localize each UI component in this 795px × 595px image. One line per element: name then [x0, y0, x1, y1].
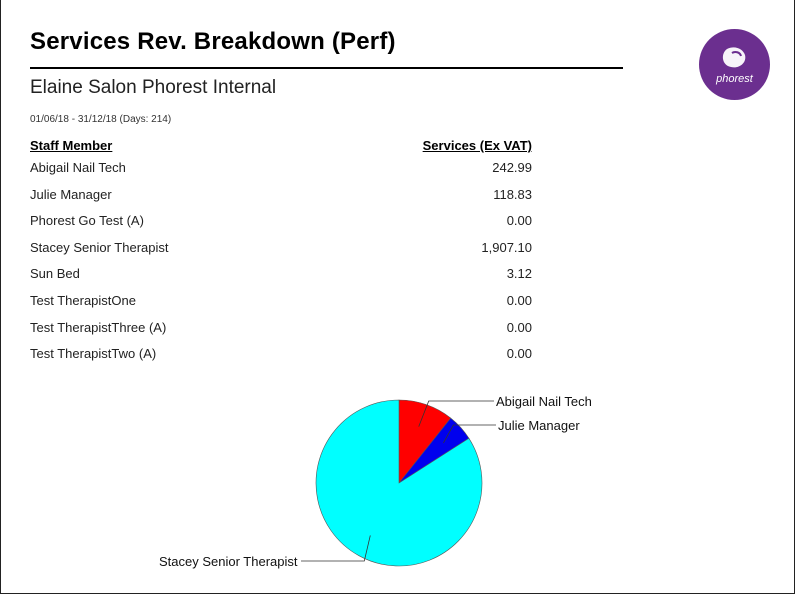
services-value-cell: 0.00	[506, 319, 532, 335]
table-row: Stacey Senior Therapist 1,907.10	[30, 240, 532, 267]
services-value-cell: 0.00	[506, 292, 532, 308]
staff-name-cell: Test TherapistTwo (A)	[30, 346, 157, 362]
services-value-cell: 0.00	[506, 213, 532, 229]
table-row: Test TherapistTwo (A) 0.00	[30, 346, 532, 373]
table-row: Julie Manager 118.83	[30, 187, 532, 214]
table-row: Test TherapistOne 0.00	[30, 293, 532, 320]
table-row: Test TherapistThree (A) 0.00	[30, 320, 532, 347]
header-staff-member: Staff Member	[30, 138, 113, 153]
services-value-cell: 242.99	[492, 160, 532, 175]
table-row: Sun Bed 3.12	[30, 266, 532, 293]
leader-line	[418, 400, 494, 427]
pie-slice	[315, 399, 483, 567]
services-value-cell: 118.83	[493, 186, 532, 202]
staff-name-cell: Test TherapistThree (A)	[30, 319, 167, 335]
leader-line	[443, 424, 496, 444]
report-title: Services Rev. Breakdown (Perf)	[30, 28, 396, 55]
staff-name-cell: Abigail Nail Tech	[30, 160, 126, 175]
staff-name-cell: Julie Manager	[30, 186, 112, 202]
staff-name-cell: Phorest Go Test (A)	[30, 213, 144, 229]
services-value-cell: 0.00	[506, 346, 532, 362]
services-value-cell: 3.12	[506, 266, 532, 282]
staff-name-cell: Sun Bed	[30, 266, 80, 282]
leader-line	[301, 535, 371, 562]
staff-name-cell: Stacey Senior Therapist	[30, 239, 169, 255]
pie-label: Stacey Senior Therapist	[159, 554, 298, 569]
organization-name: Elaine Salon Phorest Internal	[30, 77, 277, 98]
staff-table: Staff Member Services (Ex VAT) Abigail N…	[30, 138, 532, 373]
table-row: Phorest Go Test (A) 0.00	[30, 213, 532, 240]
services-value-cell: 1,907.10	[481, 239, 532, 255]
staff-name-cell: Test TherapistOne	[30, 292, 136, 308]
phorest-logo: phorest	[699, 29, 770, 100]
table-row: Abigail Nail Tech 242.99	[30, 160, 532, 187]
date-range: 01/06/18 - 31/12/18 (Days: 214)	[30, 114, 172, 125]
header-services: Services (Ex VAT)	[422, 138, 532, 153]
title-divider	[30, 67, 623, 69]
logo-wordmark: phorest	[715, 73, 754, 85]
pie-label: Julie Manager	[498, 418, 580, 433]
pie-label: Abigail Nail Tech	[496, 394, 592, 409]
